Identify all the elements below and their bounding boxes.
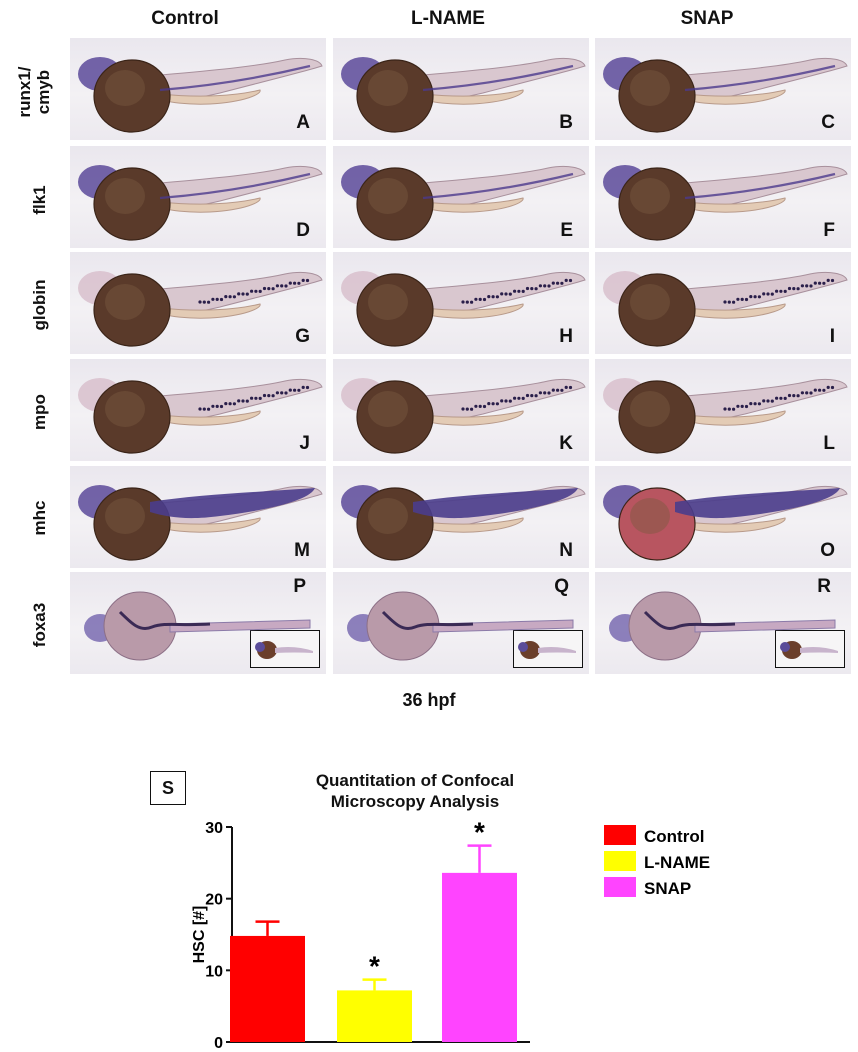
embryo-panel-e: E xyxy=(333,146,589,248)
legend-label: SNAP xyxy=(644,879,691,898)
embryo-illustration xyxy=(78,271,323,347)
chart-title: Quantitation of Confocal Microscopy Anal… xyxy=(250,770,580,812)
embryo-panel-h: H xyxy=(333,252,589,354)
row-label-runx1-cmyb: runx1/ cmyb xyxy=(15,57,55,127)
lateral-view-inset xyxy=(513,630,583,668)
y-tick-label: 0 xyxy=(214,1035,223,1050)
embryo-illustration xyxy=(609,591,836,661)
embryo-illustration xyxy=(341,271,586,347)
embryo-panel-g: G xyxy=(70,252,326,354)
embryo-illustration xyxy=(341,57,586,133)
panel-letter-j: J xyxy=(299,433,310,454)
embryo-panel-m: M xyxy=(70,466,326,568)
legend-label: Control xyxy=(644,827,704,846)
row-label-globin: globin xyxy=(30,270,50,340)
embryo-panel-l: L xyxy=(595,359,851,461)
row-label-mhc: mhc xyxy=(30,488,50,548)
panel-letter-g: G xyxy=(295,326,310,347)
embryo-illustration xyxy=(341,485,586,561)
lateral-view-inset xyxy=(775,630,845,668)
panel-letter-e: E xyxy=(560,220,573,241)
embryo-illustration xyxy=(347,591,574,661)
embryo-panel-i: I xyxy=(595,252,851,354)
row-label-foxa3: foxa3 xyxy=(30,590,50,660)
embryo-panel-a: A xyxy=(70,38,326,140)
panel-letter-h: H xyxy=(559,326,573,347)
embryo-illustration xyxy=(78,485,323,561)
panel-letter-k: K xyxy=(559,433,573,454)
embryo-panel-q: Q xyxy=(333,572,589,674)
significance-star: * xyxy=(474,817,485,848)
panel-letter-l: L xyxy=(823,433,835,454)
panel-letter-d: D xyxy=(296,220,310,241)
embryo-illustration xyxy=(603,165,848,241)
panel-letter-c: C xyxy=(821,112,835,133)
hsc-bar-chart: HSC [#] 0 10 20 30 * * Control L-NAME SNAP xyxy=(191,817,710,1050)
embryo-illustration xyxy=(603,485,848,561)
embryo-illustration xyxy=(341,378,586,454)
row-label-line: globin xyxy=(30,279,49,331)
panel-letter-q: Q xyxy=(554,576,569,597)
embryo-panel-k: K xyxy=(333,359,589,461)
panel-letter-n: N xyxy=(559,540,573,561)
panel-letter-p: P xyxy=(293,576,306,597)
embryo-panel-d: D xyxy=(70,146,326,248)
embryo-panel-j: J xyxy=(70,359,326,461)
panel-s-label: S xyxy=(150,771,186,805)
embryo-panel-f: F xyxy=(595,146,851,248)
legend-label: L-NAME xyxy=(644,853,710,872)
legend-swatch xyxy=(604,825,636,845)
embryo-illustration xyxy=(603,57,848,133)
embryo-illustration xyxy=(84,591,311,661)
embryo-illustration xyxy=(603,378,848,454)
lateral-view-inset xyxy=(250,630,320,668)
legend-swatch xyxy=(604,877,636,897)
y-tick-label: 30 xyxy=(205,820,223,837)
chart-title-line: Microscopy Analysis xyxy=(330,792,500,811)
embryo-panel-c: C xyxy=(595,38,851,140)
bar-lname xyxy=(337,990,412,1042)
row-label-line: mhc xyxy=(30,500,49,536)
embryo-panel-p: P xyxy=(70,572,326,674)
column-header-lname: L-NAME xyxy=(411,8,485,29)
embryo-panel-o: O xyxy=(595,466,851,568)
embryo-illustration xyxy=(78,378,323,454)
bar-snap xyxy=(442,872,517,1042)
embryo-panel-n: N xyxy=(333,466,589,568)
row-label-line: flk1 xyxy=(30,185,49,215)
bar-control xyxy=(230,935,305,1042)
row-label-line: runx1/ xyxy=(15,66,34,118)
panel-letter-a: A xyxy=(296,112,310,133)
panel-letter-o: O xyxy=(820,540,835,561)
row-label-line: mpo xyxy=(30,394,49,430)
embryo-illustration xyxy=(78,57,323,133)
timepoint-label: 36 hpf xyxy=(402,690,456,710)
legend-swatch xyxy=(604,851,636,871)
chart-title-line: Quantitation of Confocal xyxy=(315,771,515,790)
panel-letter-b: B xyxy=(559,112,573,133)
panel-letter-i: I xyxy=(829,326,835,347)
panel-letter-f: F xyxy=(823,220,835,241)
row-label-line: foxa3 xyxy=(30,602,49,648)
embryo-illustration xyxy=(341,165,586,241)
embryo-illustration xyxy=(78,165,323,241)
y-tick-label: 10 xyxy=(205,963,223,980)
column-header-control: Control xyxy=(151,8,219,29)
y-tick-label: 20 xyxy=(205,892,223,909)
row-label-mpo: mpo xyxy=(30,382,50,442)
column-header-snap: SNAP xyxy=(680,8,734,29)
significance-star: * xyxy=(369,951,380,982)
panel-letter-r: R xyxy=(817,576,831,597)
row-label-line: cmyb xyxy=(34,69,53,115)
y-axis-label: HSC [#] xyxy=(191,906,208,964)
embryo-panel-b: B xyxy=(333,38,589,140)
embryo-illustration xyxy=(603,271,848,347)
panel-letter-m: M xyxy=(294,540,310,561)
row-label-flk1: flk1 xyxy=(30,170,50,230)
embryo-panel-r: R xyxy=(595,572,851,674)
